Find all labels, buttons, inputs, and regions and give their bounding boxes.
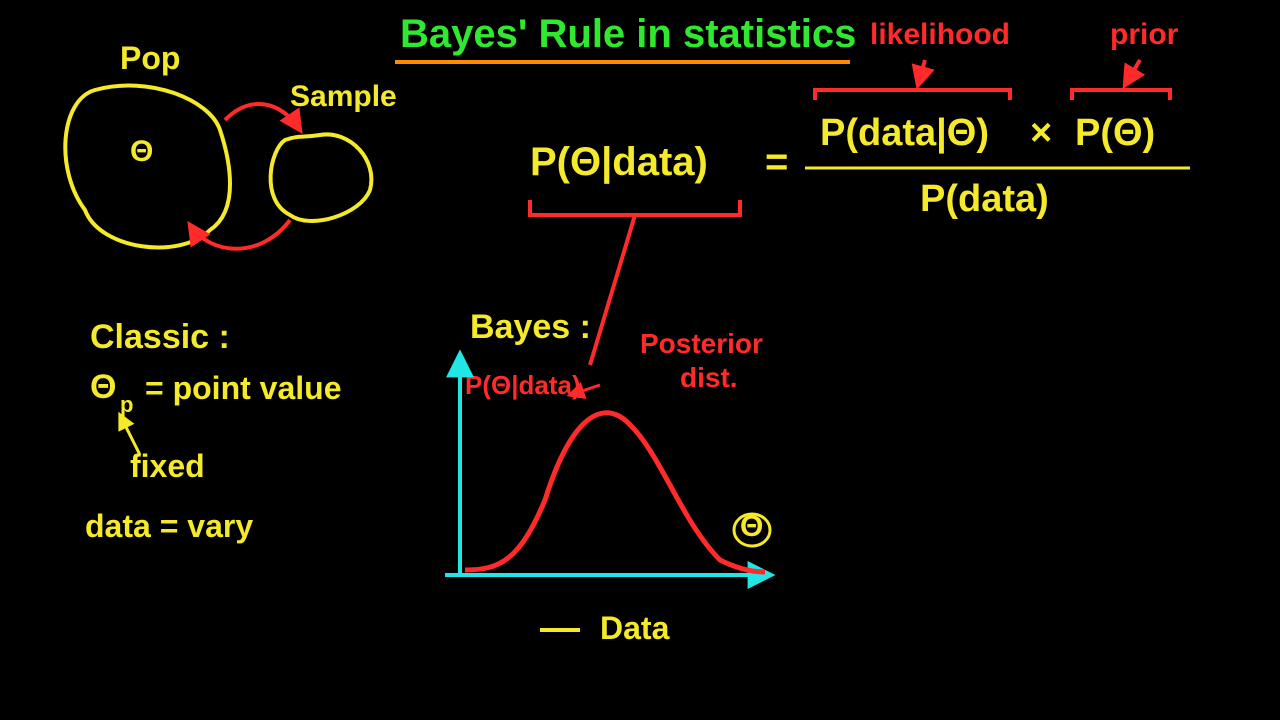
- classic-point: = point value: [145, 370, 341, 407]
- label-likelihood: likelihood: [870, 18, 1010, 52]
- prior-arrow: [1125, 60, 1140, 85]
- posterior-curve: [465, 413, 765, 572]
- pop-label: Pop: [120, 40, 180, 77]
- formula-prior: P(Θ): [1075, 112, 1155, 155]
- classic-data-vary: data = vary: [85, 508, 253, 545]
- posterior-bracket: [530, 200, 740, 215]
- bayes-posterior-label: Posterior: [640, 328, 763, 360]
- arrow-to-pop: [190, 220, 290, 249]
- formula-times: ×: [1030, 112, 1052, 155]
- likelihood-bracket: [815, 90, 1010, 100]
- formula-posterior: P(Θ|data): [530, 140, 708, 185]
- formula-equals: =: [765, 140, 788, 185]
- formula-denom: P(data): [920, 178, 1049, 221]
- label-prior: prior: [1110, 18, 1178, 52]
- bayes-data-label: Data: [600, 610, 669, 647]
- bayes-ylabel: P(Θ|data): [465, 370, 581, 401]
- sample-blob: [271, 134, 372, 221]
- arrow-to-sample: [225, 104, 300, 130]
- sample-label: Sample: [290, 80, 397, 114]
- likelihood-arrow: [918, 60, 925, 85]
- title-text: Bayes' Rule in statistics: [400, 12, 856, 57]
- bayes-posterior-label2: dist.: [680, 362, 738, 394]
- classic-header: Classic :: [90, 318, 230, 357]
- classic-theta-sub: p: [120, 392, 133, 418]
- pop-theta: Θ: [130, 135, 153, 169]
- formula-likelihood: P(data|Θ): [820, 112, 989, 155]
- prior-bracket: [1072, 90, 1170, 100]
- bayes-header: Bayes :: [470, 308, 591, 347]
- classic-theta: Θ: [90, 368, 116, 407]
- classic-fixed: fixed: [130, 448, 205, 485]
- bayes-theta-x: Θ: [740, 510, 763, 544]
- posterior-line-to-plot: [590, 215, 635, 365]
